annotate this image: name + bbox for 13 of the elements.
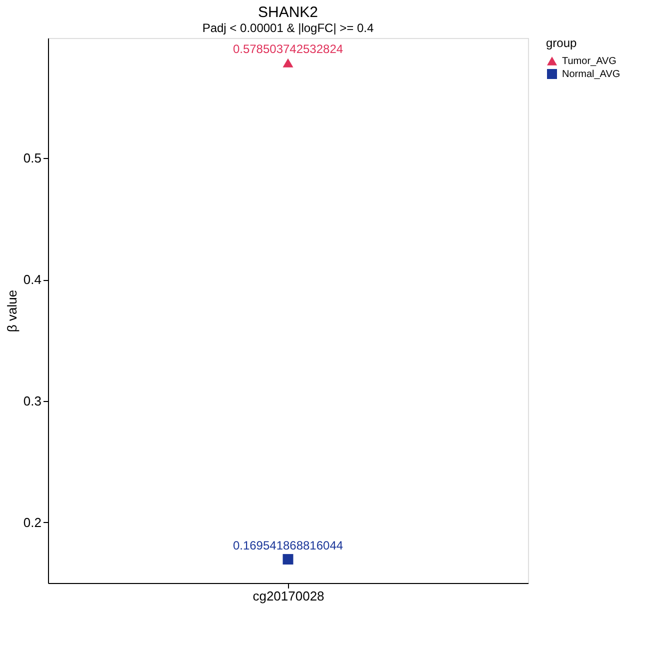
- y-tick-label: 0.5: [23, 150, 42, 166]
- chart-title: SHANK2: [258, 4, 318, 21]
- x-tick-label: cg20170028: [252, 588, 324, 604]
- chart-subtitle: Padj < 0.00001 & |logFC| >= 0.4: [202, 21, 374, 35]
- data-label: 0.578503742532824: [232, 42, 344, 56]
- legend-label: Tumor_AVG: [562, 56, 617, 67]
- y-axis-title: β value: [4, 290, 20, 332]
- legend-label: Normal_AVG: [562, 69, 620, 80]
- y-tick-label: 0.3: [23, 393, 42, 408]
- data-label: 0.169541868816044: [232, 538, 344, 552]
- legend-title: group: [546, 36, 578, 50]
- y-tick-label: 0.4: [23, 272, 42, 288]
- y-tick-label: 0.2: [23, 514, 42, 530]
